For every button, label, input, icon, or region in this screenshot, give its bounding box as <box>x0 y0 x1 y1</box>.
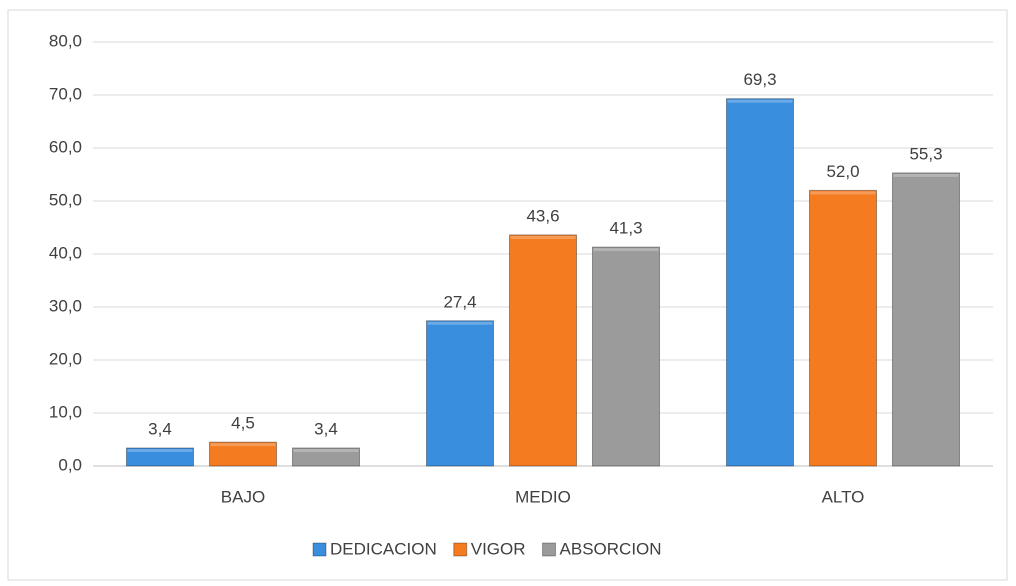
y-tick-label: 40,0 <box>49 243 82 262</box>
y-tick-label: 80,0 <box>49 31 82 50</box>
bar-bevel <box>293 448 359 452</box>
legend-swatch <box>453 542 468 557</box>
data-label: 4,5 <box>231 414 255 433</box>
bar-bevel <box>210 443 276 447</box>
data-label: 43,6 <box>526 206 559 225</box>
data-label: 3,4 <box>148 419 172 438</box>
legend-label: ABSORCION <box>560 539 662 558</box>
bar-bevel <box>510 235 576 239</box>
y-tick-label: 0,0 <box>58 455 82 474</box>
bar <box>426 320 494 467</box>
y-tick-label: 20,0 <box>49 349 82 368</box>
bar <box>509 234 577 467</box>
bar-bevel <box>727 99 793 103</box>
data-label: 3,4 <box>314 419 338 438</box>
bar <box>126 447 194 467</box>
y-tick-label: 10,0 <box>49 402 82 421</box>
bar <box>809 189 877 467</box>
legend-swatch <box>312 542 327 557</box>
bar-bevel <box>427 321 493 325</box>
x-tick-label: ALTO <box>822 487 865 506</box>
data-label: 55,3 <box>909 144 942 163</box>
bar <box>592 246 660 467</box>
x-tick-label: BAJO <box>221 487 265 506</box>
bar-bevel <box>893 173 959 177</box>
data-label: 52,0 <box>826 162 859 181</box>
bar <box>726 98 794 467</box>
y-tick-label: 60,0 <box>49 137 82 156</box>
data-label: 41,3 <box>609 219 642 238</box>
y-tick-label: 70,0 <box>49 84 82 103</box>
data-label: 27,4 <box>443 292 476 311</box>
bar <box>892 172 960 467</box>
y-tick-label: 30,0 <box>49 296 82 315</box>
bar-bevel <box>593 248 659 252</box>
data-label: 69,3 <box>743 70 776 89</box>
bar-bevel <box>127 448 193 452</box>
legend-swatch <box>542 542 557 557</box>
bar <box>209 441 277 467</box>
bar <box>292 447 360 467</box>
y-tick-label: 50,0 <box>49 190 82 209</box>
bar-bevel <box>810 191 876 195</box>
legend-label: VIGOR <box>471 539 526 558</box>
x-tick-label: MEDIO <box>515 487 571 506</box>
legend-label: DEDICACION <box>330 539 437 558</box>
